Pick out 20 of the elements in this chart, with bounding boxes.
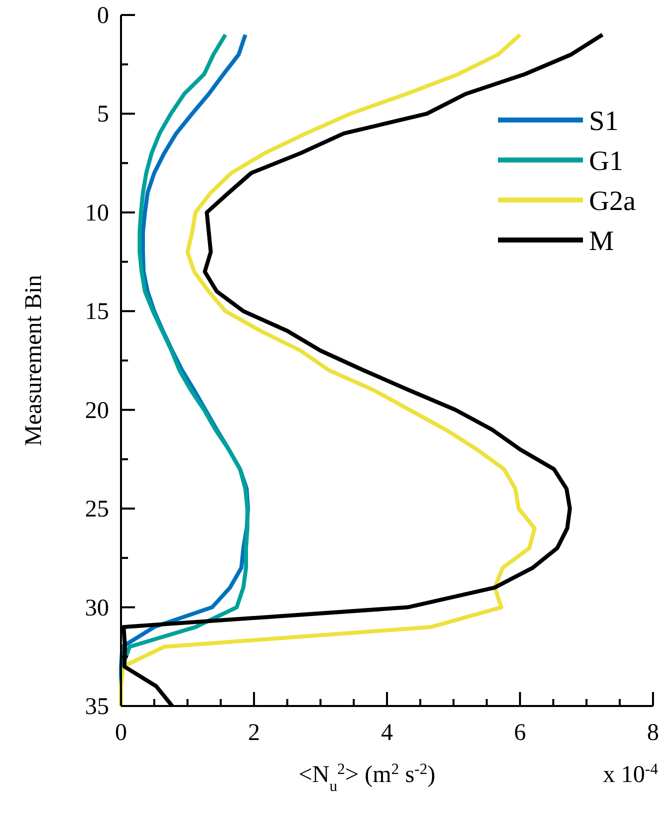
legend-label: G2a: [589, 186, 636, 217]
x-tick-label: 2: [248, 720, 260, 746]
y-tick-label: 5: [97, 102, 109, 128]
y-tick-label: 10: [85, 200, 109, 226]
y-tick-label: 0: [97, 3, 109, 29]
y-tick-label: 30: [85, 595, 109, 622]
x-tick-label: 0: [115, 720, 127, 746]
y-tick-label: 35: [85, 694, 109, 720]
y-tick-label: 20: [85, 398, 109, 424]
legend-label: M: [589, 226, 614, 257]
x-tick-label: 8: [647, 720, 659, 746]
x-tick-label: 6: [514, 720, 526, 746]
legend-label: S1: [589, 106, 619, 137]
text: x 10$^{-4}$: [603, 760, 658, 788]
y-tick-label: 25: [85, 496, 109, 523]
legend-label: G1: [589, 146, 624, 177]
y-tick-label: 15: [85, 299, 109, 326]
x-tick-label: 4: [381, 720, 393, 746]
y-axis-title: Measurement Bin: [21, 274, 47, 446]
x-axis-title: <N$_{u}$$^{2}$> (m$^{2}$ s$^{-2}$): [298, 760, 436, 794]
